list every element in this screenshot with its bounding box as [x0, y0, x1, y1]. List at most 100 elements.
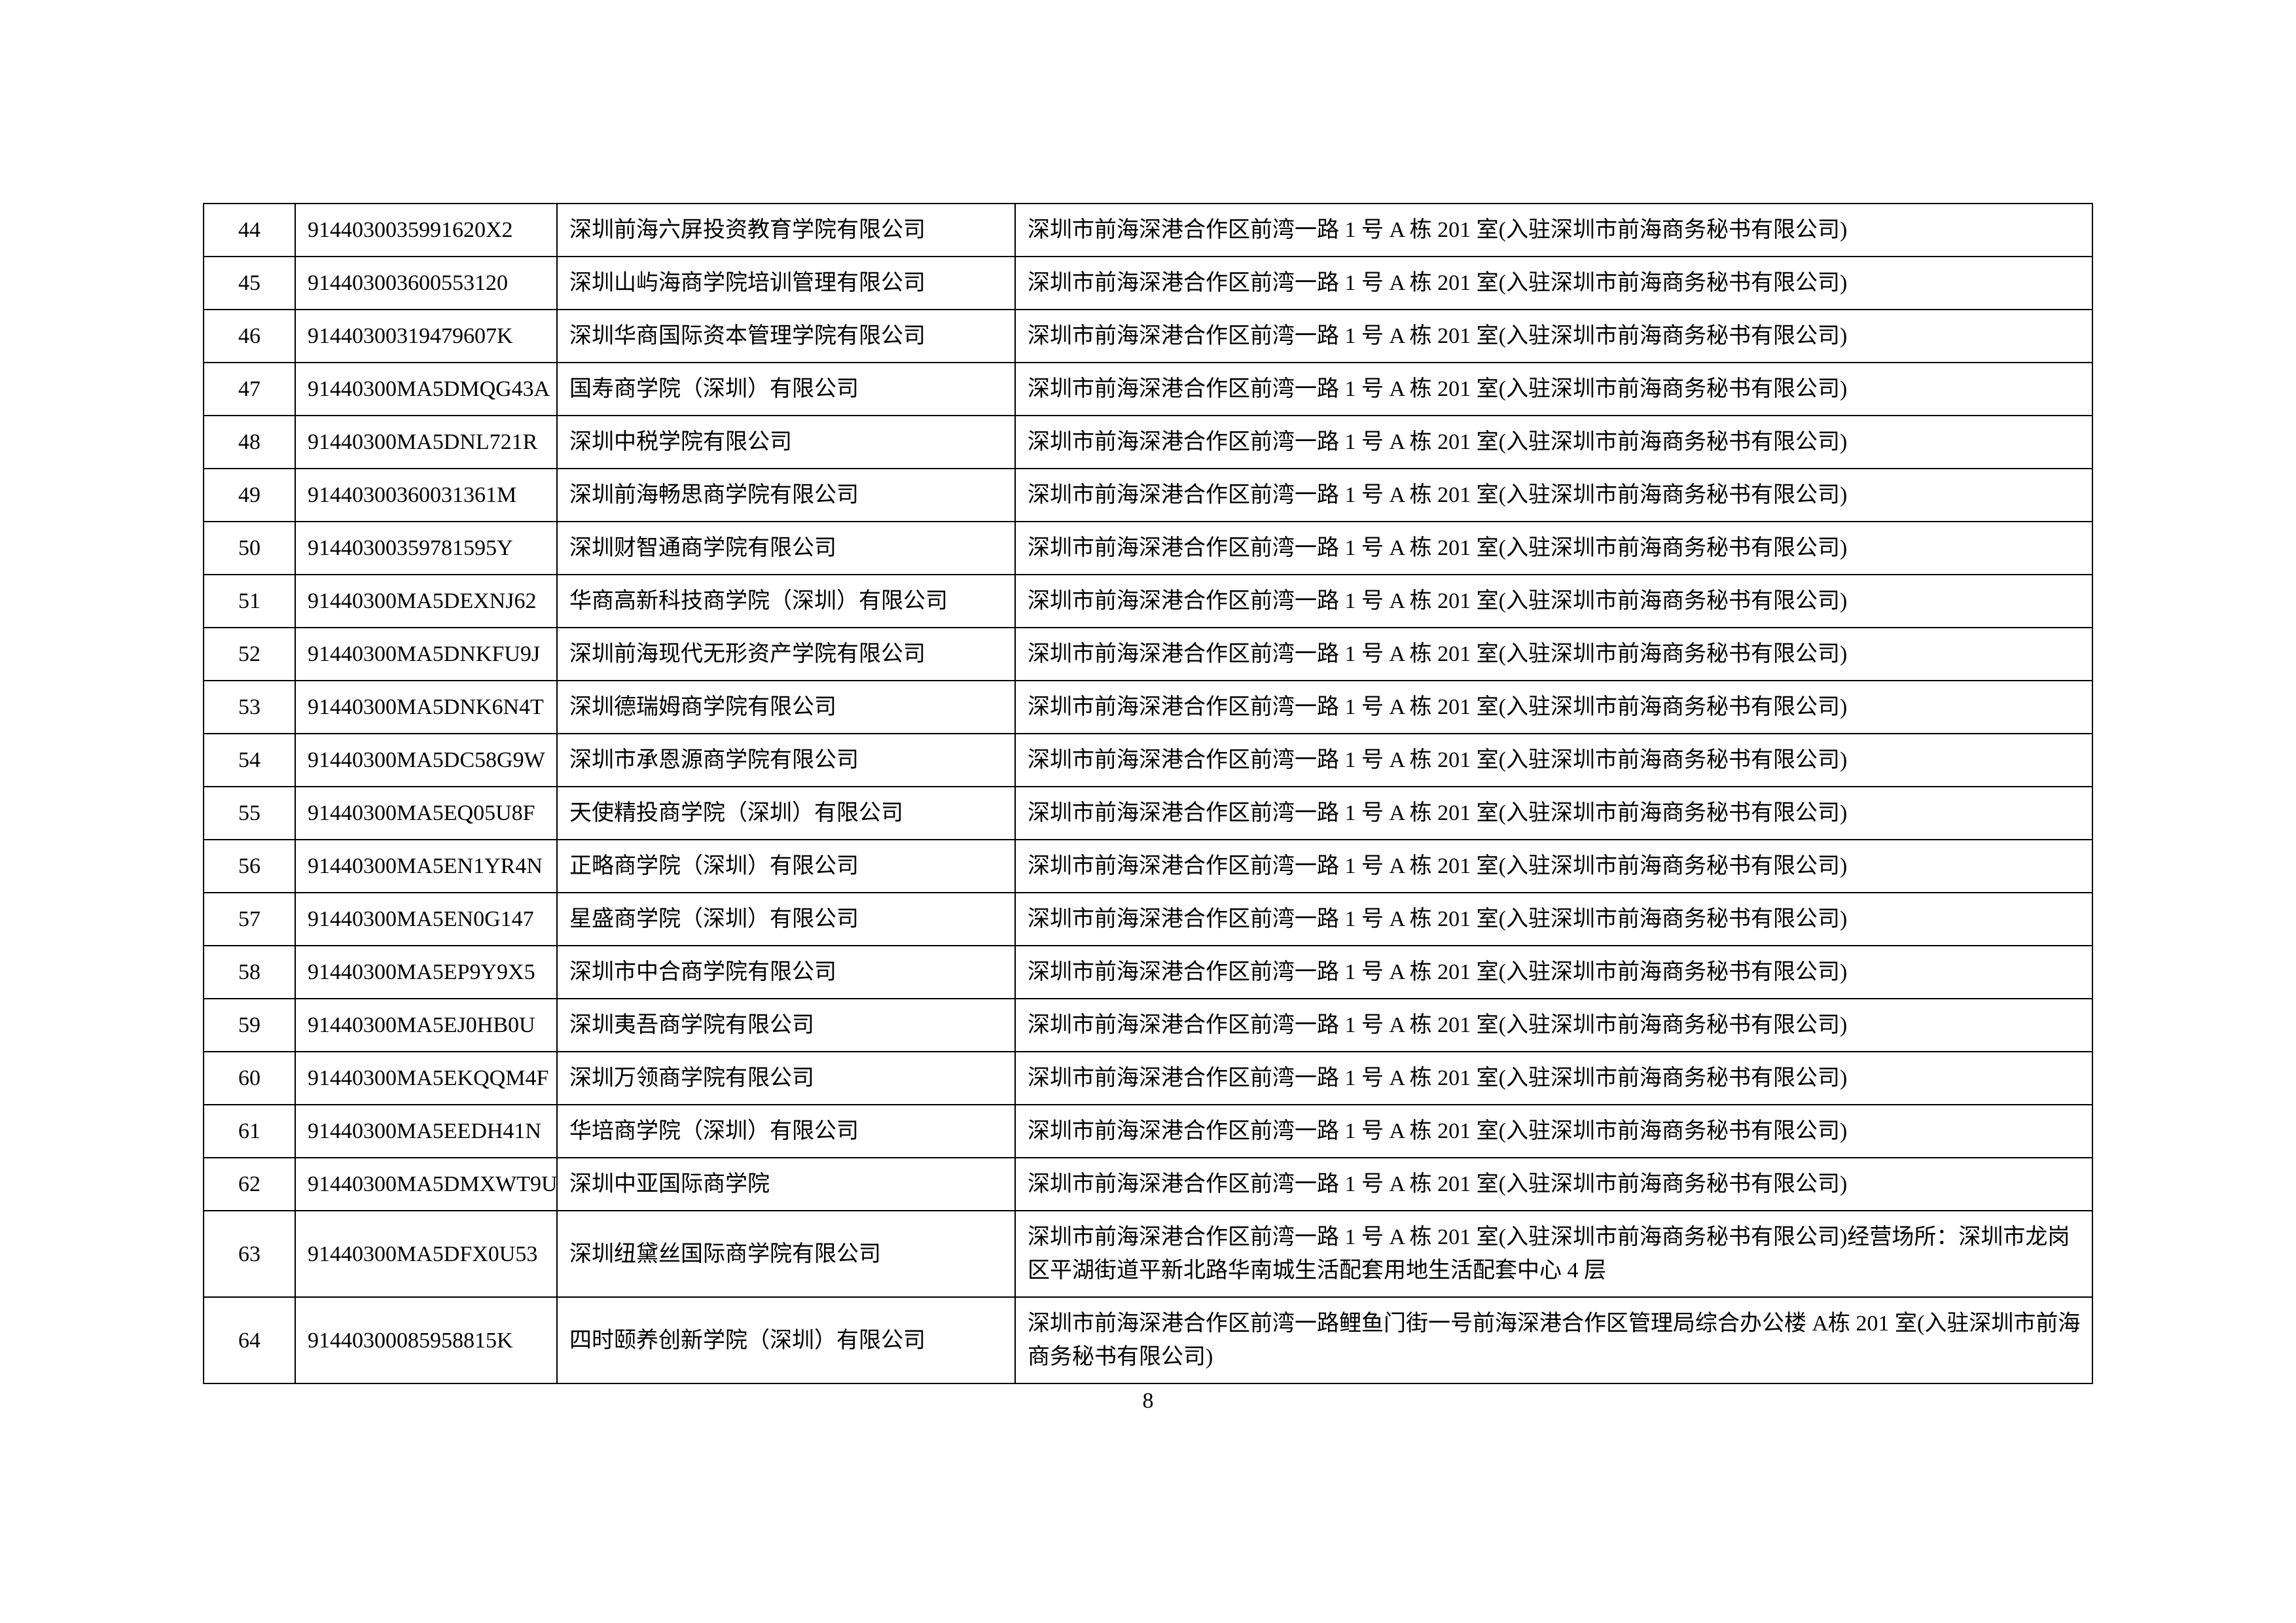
row-company-name: 四时颐养创新学院（深圳）有限公司 [557, 1297, 1015, 1383]
table-row: 5891440300MA5EP9Y9X5深圳市中合商学院有限公司深圳市前海深港合… [204, 946, 2092, 999]
table-row: 4891440300MA5DNL721R深圳中税学院有限公司深圳市前海深港合作区… [204, 416, 2092, 469]
table-row: 449144030035991620X2深圳前海六屏投资教育学院有限公司深圳市前… [204, 204, 2092, 257]
row-index: 52 [204, 628, 295, 681]
page-number: 8 [0, 1389, 2296, 1414]
row-company-name: 深圳前海畅思商学院有限公司 [557, 469, 1015, 522]
row-address: 深圳市前海深港合作区前湾一路 1 号 A 栋 201 室(入驻深圳市前海商务秘书… [1015, 469, 2092, 522]
row-address: 深圳市前海深港合作区前湾一路 1 号 A 栋 201 室(入驻深圳市前海商务秘书… [1015, 893, 2092, 946]
row-address: 深圳市前海深港合作区前湾一路 1 号 A 栋 201 室(入驻深圳市前海商务秘书… [1015, 999, 2092, 1052]
row-company-name: 深圳夷吾商学院有限公司 [557, 999, 1015, 1052]
row-address: 深圳市前海深港合作区前湾一路 1 号 A 栋 201 室(入驻深圳市前海商务秘书… [1015, 204, 2092, 257]
row-code: 91440300360031361M [295, 469, 557, 522]
row-index: 51 [204, 575, 295, 628]
table-row: 4791440300MA5DMQG43A国寿商学院（深圳）有限公司深圳市前海深港… [204, 363, 2092, 416]
table-row: 6091440300MA5EKQQM4F深圳万领商学院有限公司深圳市前海深港合作… [204, 1052, 2092, 1105]
row-index: 57 [204, 893, 295, 946]
row-index: 62 [204, 1158, 295, 1211]
row-company-name: 华培商学院（深圳）有限公司 [557, 1105, 1015, 1158]
table-row: 6291440300MA5DMXWT9U深圳中亚国际商学院深圳市前海深港合作区前… [204, 1158, 2092, 1211]
row-index: 44 [204, 204, 295, 257]
row-index: 48 [204, 416, 295, 469]
row-code: 91440300MA5DC58G9W [295, 734, 557, 787]
row-company-name: 深圳前海现代无形资产学院有限公司 [557, 628, 1015, 681]
table-row: 6191440300MA5EEDH41N华培商学院（深圳）有限公司深圳市前海深港… [204, 1105, 2092, 1158]
table-row: 5391440300MA5DNK6N4T深圳德瑞姆商学院有限公司深圳市前海深港合… [204, 681, 2092, 734]
row-index: 50 [204, 522, 295, 575]
row-company-name: 深圳德瑞姆商学院有限公司 [557, 681, 1015, 734]
row-index: 58 [204, 946, 295, 999]
row-code: 91440300MA5EP9Y9X5 [295, 946, 557, 999]
row-code: 91440300MA5EN0G147 [295, 893, 557, 946]
row-index: 61 [204, 1105, 295, 1158]
row-code: 9144030035991620X2 [295, 204, 557, 257]
row-code: 91440300MA5EEDH41N [295, 1105, 557, 1158]
table-row: 6491440300085958815K四时颐养创新学院（深圳）有限公司深圳市前… [204, 1297, 2092, 1383]
company-table: 449144030035991620X2深圳前海六屏投资教育学院有限公司深圳市前… [203, 203, 2093, 1384]
table-row: 5791440300MA5EN0G147星盛商学院（深圳）有限公司深圳市前海深港… [204, 893, 2092, 946]
table-row: 45914403003600553120深圳山屿海商学院培训管理有限公司深圳市前… [204, 257, 2092, 310]
row-index: 47 [204, 363, 295, 416]
row-code: 91440300MA5DNL721R [295, 416, 557, 469]
table-row: 5291440300MA5DNKFU9J深圳前海现代无形资产学院有限公司深圳市前… [204, 628, 2092, 681]
row-company-name: 深圳纽黛丝国际商学院有限公司 [557, 1211, 1015, 1297]
row-company-name: 深圳财智通商学院有限公司 [557, 522, 1015, 575]
row-code: 91440300MA5EKQQM4F [295, 1052, 557, 1105]
table-row: 5991440300MA5EJ0HB0U深圳夷吾商学院有限公司深圳市前海深港合作… [204, 999, 2092, 1052]
row-company-name: 深圳中税学院有限公司 [557, 416, 1015, 469]
row-index: 59 [204, 999, 295, 1052]
row-code: 914403003600553120 [295, 257, 557, 310]
row-company-name: 深圳市承恩源商学院有限公司 [557, 734, 1015, 787]
row-company-name: 深圳市中合商学院有限公司 [557, 946, 1015, 999]
row-company-name: 华商高新科技商学院（深圳）有限公司 [557, 575, 1015, 628]
row-index: 54 [204, 734, 295, 787]
table-row: 5191440300MA5DEXNJ62华商高新科技商学院（深圳）有限公司深圳市… [204, 575, 2092, 628]
row-address: 深圳市前海深港合作区前湾一路 1 号 A 栋 201 室(入驻深圳市前海商务秘书… [1015, 363, 2092, 416]
row-code: 91440300MA5EJ0HB0U [295, 999, 557, 1052]
row-company-name: 国寿商学院（深圳）有限公司 [557, 363, 1015, 416]
row-index: 53 [204, 681, 295, 734]
row-code: 91440300MA5DFX0U53 [295, 1211, 557, 1297]
row-address: 深圳市前海深港合作区前湾一路 1 号 A 栋 201 室(入驻深圳市前海商务秘书… [1015, 787, 2092, 840]
row-company-name: 深圳华商国际资本管理学院有限公司 [557, 310, 1015, 363]
table-row: 5591440300MA5EQ05U8F天使精投商学院（深圳）有限公司深圳市前海… [204, 787, 2092, 840]
row-address: 深圳市前海深港合作区前湾一路 1 号 A 栋 201 室(入驻深圳市前海商务秘书… [1015, 310, 2092, 363]
row-company-name: 深圳前海六屏投资教育学院有限公司 [557, 204, 1015, 257]
row-address: 深圳市前海深港合作区前湾一路 1 号 A 栋 201 室(入驻深圳市前海商务秘书… [1015, 575, 2092, 628]
row-address: 深圳市前海深港合作区前湾一路 1 号 A 栋 201 室(入驻深圳市前海商务秘书… [1015, 946, 2092, 999]
table-row: 4691440300319479607K深圳华商国际资本管理学院有限公司深圳市前… [204, 310, 2092, 363]
row-address: 深圳市前海深港合作区前湾一路 1 号 A 栋 201 室(入驻深圳市前海商务秘书… [1015, 734, 2092, 787]
row-address: 深圳市前海深港合作区前湾一路 1 号 A 栋 201 室(入驻深圳市前海商务秘书… [1015, 1105, 2092, 1158]
row-address: 深圳市前海深港合作区前湾一路 1 号 A 栋 201 室(入驻深圳市前海商务秘书… [1015, 1052, 2092, 1105]
row-company-name: 深圳山屿海商学院培训管理有限公司 [557, 257, 1015, 310]
row-code: 91440300359781595Y [295, 522, 557, 575]
row-index: 49 [204, 469, 295, 522]
row-index: 64 [204, 1297, 295, 1383]
row-address: 深圳市前海深港合作区前湾一路 1 号 A 栋 201 室(入驻深圳市前海商务秘书… [1015, 257, 2092, 310]
row-company-name: 深圳中亚国际商学院 [557, 1158, 1015, 1211]
row-company-name: 正略商学院（深圳）有限公司 [557, 840, 1015, 893]
row-address: 深圳市前海深港合作区前湾一路 1 号 A 栋 201 室(入驻深圳市前海商务秘书… [1015, 1158, 2092, 1211]
row-address: 深圳市前海深港合作区前湾一路 1 号 A 栋 201 室(入驻深圳市前海商务秘书… [1015, 628, 2092, 681]
row-index: 60 [204, 1052, 295, 1105]
row-index: 45 [204, 257, 295, 310]
row-index: 63 [204, 1211, 295, 1297]
table-row: 5491440300MA5DC58G9W深圳市承恩源商学院有限公司深圳市前海深港… [204, 734, 2092, 787]
row-address: 深圳市前海深港合作区前湾一路 1 号 A 栋 201 室(入驻深圳市前海商务秘书… [1015, 681, 2092, 734]
row-code: 91440300MA5DMQG43A [295, 363, 557, 416]
row-company-name: 深圳万领商学院有限公司 [557, 1052, 1015, 1105]
row-company-name: 天使精投商学院（深圳）有限公司 [557, 787, 1015, 840]
row-code: 91440300MA5DNK6N4T [295, 681, 557, 734]
row-address: 深圳市前海深港合作区前湾一路鲤鱼门街一号前海深港合作区管理局综合办公楼 A栋 2… [1015, 1297, 2092, 1383]
table-row: 6391440300MA5DFX0U53深圳纽黛丝国际商学院有限公司深圳市前海深… [204, 1211, 2092, 1297]
row-code: 91440300319479607K [295, 310, 557, 363]
row-code: 91440300MA5DNKFU9J [295, 628, 557, 681]
table-row: 5091440300359781595Y深圳财智通商学院有限公司深圳市前海深港合… [204, 522, 2092, 575]
row-address: 深圳市前海深港合作区前湾一路 1 号 A 栋 201 室(入驻深圳市前海商务秘书… [1015, 522, 2092, 575]
table-row: 5691440300MA5EN1YR4N正略商学院（深圳）有限公司深圳市前海深港… [204, 840, 2092, 893]
row-address: 深圳市前海深港合作区前湾一路 1 号 A 栋 201 室(入驻深圳市前海商务秘书… [1015, 840, 2092, 893]
table-row: 4991440300360031361M深圳前海畅思商学院有限公司深圳市前海深港… [204, 469, 2092, 522]
row-company-name: 星盛商学院（深圳）有限公司 [557, 893, 1015, 946]
row-index: 55 [204, 787, 295, 840]
row-address: 深圳市前海深港合作区前湾一路 1 号 A 栋 201 室(入驻深圳市前海商务秘书… [1015, 1211, 2092, 1297]
document-page: 449144030035991620X2深圳前海六屏投资教育学院有限公司深圳市前… [0, 0, 2296, 1623]
